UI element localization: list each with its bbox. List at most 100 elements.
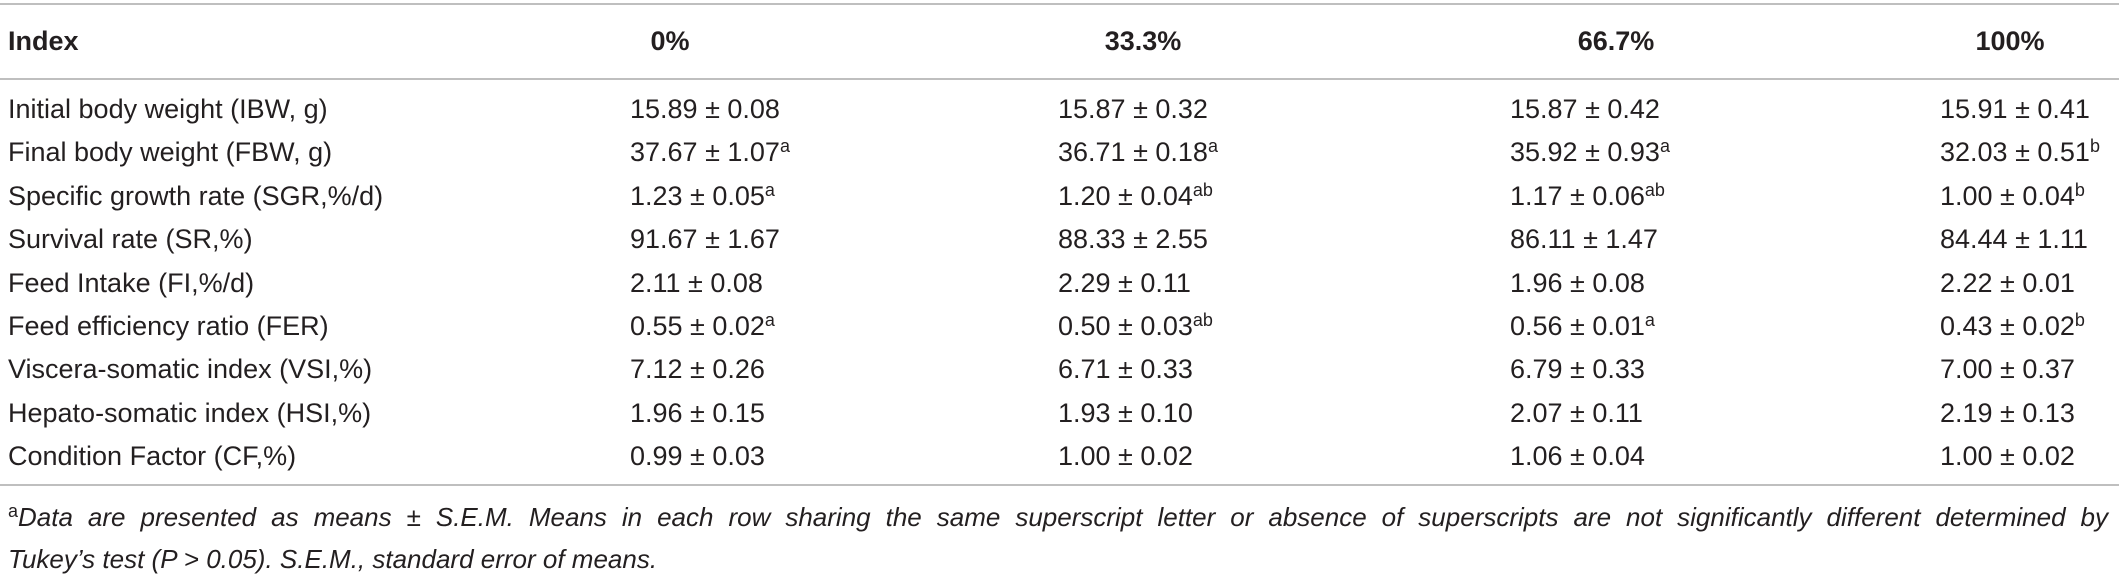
table-cell: 15.87 ± 0.32: [1058, 88, 1208, 131]
cell-value: 0.56 ± 0.01: [1510, 310, 1645, 341]
cell-value: 7.12 ± 0.26: [630, 354, 765, 385]
cell-value: 15.91 ± 0.41: [1940, 94, 2090, 124]
significance-superscript: b: [2074, 309, 2085, 330]
cell-value: 15.87 ± 0.32: [1058, 94, 1208, 124]
table-cell: 35.92 ± 0.93a: [1510, 131, 1670, 174]
row-label: Condition Factor (CF,%): [8, 441, 297, 472]
cell-value: 1.96 ± 0.08: [1510, 267, 1645, 298]
significance-superscript: a: [1659, 136, 1670, 157]
table-cell: 32.03 ± 0.51b: [1940, 131, 2100, 174]
table-cell: 1.17 ± 0.06ab: [1510, 175, 1665, 218]
significance-superscript: b: [2089, 136, 2100, 157]
significance-superscript: a: [1207, 136, 1218, 157]
cell-value: 1.93 ± 0.10: [1058, 397, 1193, 428]
row-label: Specific growth rate (SGR,%/d): [8, 180, 384, 211]
cell-value: 0.43 ± 0.02: [1940, 310, 2075, 341]
table-row: Feed efficiency ratio (FER) 0.55 ± 0.02a 0…: [0, 305, 2119, 348]
table-row: Initial body weight (IBW, g) 15.89 ± 0.08…: [0, 88, 2119, 131]
table-cell: 84.44 ± 1.11: [1940, 218, 2088, 261]
header-100-percent: 100%: [1975, 26, 2045, 56]
table-cell: 0.56 ± 0.01a: [1510, 305, 1655, 348]
table-cell: 2.29 ± 0.11: [1058, 262, 1191, 305]
table-cell: 36.71 ± 0.18a: [1058, 131, 1218, 174]
cell-value: 0.99 ± 0.03: [630, 441, 765, 472]
cell-value: 15.87 ± 0.42: [1510, 94, 1660, 124]
table-row: Feed Intake (FI,%/d) 2.11 ± 0.08 2.29 ± 0.…: [0, 262, 2119, 305]
cell-value: 1.20 ± 0.04: [1058, 180, 1193, 211]
table-cell: 37.67 ± 1.07a: [630, 131, 790, 174]
table-top-rule: [0, 3, 2119, 5]
row-label: Feed Intake (FI,%/d): [8, 267, 255, 298]
table-cell: 2.07 ± 0.11: [1510, 392, 1643, 435]
table-row: Viscera-somatic index (VSI,%) 7.12 ± 0.26…: [0, 348, 2119, 391]
cell-value: 37.67 ± 1.07: [630, 137, 780, 168]
table-cell: 1.93 ± 0.10: [1058, 392, 1193, 435]
table-cell: 1.00 ± 0.02: [1940, 435, 2075, 478]
table-cell: 1.00 ± 0.04b: [1940, 175, 2085, 218]
cell-value: 2.11 ± 0.08: [630, 267, 763, 298]
header-33-percent: 33.3%: [1104, 26, 1182, 56]
table-cell: 86.11 ± 1.47: [1510, 218, 1658, 261]
significance-superscript: a: [1644, 309, 1655, 330]
cell-value: 6.79 ± 0.33: [1510, 354, 1645, 385]
cell-value: 1.96 ± 0.15: [630, 397, 765, 428]
significance-superscript: ab: [1192, 179, 1213, 200]
table-cell: 0.50 ± 0.03ab: [1058, 305, 1213, 348]
cell-value: 2.07 ± 0.11: [1510, 397, 1643, 428]
table-cell: 1.00 ± 0.02: [1058, 435, 1193, 478]
cell-value: 0.50 ± 0.03: [1058, 310, 1193, 341]
row-label: Initial body weight (IBW, g): [8, 94, 328, 124]
table-footnote: aData are presented as means ± S.E.M. Me…: [8, 496, 2108, 580]
row-label: Survival rate (SR,%): [8, 224, 253, 255]
table-cell: 2.19 ± 0.13: [1940, 392, 2075, 435]
footnote-text-1: Data are presented as means ± S.E.M. Mea…: [18, 502, 2108, 532]
table-cell: 7.00 ± 0.37: [1940, 348, 2075, 391]
header-66-percent: 66.7%: [1577, 26, 1655, 56]
table-cell: 88.33 ± 2.55: [1058, 218, 1208, 261]
significance-superscript: a: [779, 136, 790, 157]
footnote-line-1: aData are presented as means ± S.E.M. Me…: [8, 496, 2108, 538]
table-cell: 1.96 ± 0.08: [1510, 262, 1645, 305]
cell-value: 6.71 ± 0.33: [1058, 354, 1193, 385]
table-row: Survival rate (SR,%) 91.67 ± 1.67 88.33 ± …: [0, 218, 2119, 261]
table-row: Hepato-somatic index (HSI,%) 1.96 ± 0.15 1…: [0, 392, 2119, 435]
cell-value: 7.00 ± 0.37: [1940, 354, 2075, 385]
table-header-row: Index 0% 33.3% 66.7% 100%: [0, 5, 2119, 78]
table-cell: 6.79 ± 0.33: [1510, 348, 1645, 391]
table-cell: 1.96 ± 0.15: [630, 392, 765, 435]
table-bottom-rule: [0, 484, 2119, 486]
table-header-rule: [0, 78, 2119, 80]
table-body: Initial body weight (IBW, g) 15.89 ± 0.08…: [0, 88, 2119, 479]
footnote-marker: a: [8, 501, 19, 521]
table-cell: 1.23 ± 0.05a: [630, 175, 775, 218]
table-cell: 7.12 ± 0.26: [630, 348, 765, 391]
cell-value: 2.22 ± 0.01: [1940, 267, 2075, 298]
cell-value: 2.29 ± 0.11: [1058, 267, 1191, 298]
table-cell: 2.11 ± 0.08: [630, 262, 763, 305]
cell-value: 0.55 ± 0.02: [630, 310, 765, 341]
cell-value: 1.17 ± 0.06: [1510, 180, 1645, 211]
cell-value: 32.03 ± 0.51: [1940, 137, 2090, 168]
cell-value: 88.33 ± 2.55: [1058, 224, 1208, 255]
table-cell: 6.71 ± 0.33: [1058, 348, 1193, 391]
table-cell: 91.67 ± 1.67: [630, 218, 780, 261]
table-cell: 15.87 ± 0.42: [1510, 88, 1660, 131]
cell-value: 1.06 ± 0.04: [1510, 441, 1645, 472]
cell-value: 2.19 ± 0.13: [1940, 397, 2075, 428]
table-row: Specific growth rate (SGR,%/d) 1.23 ± 0.0…: [0, 175, 2119, 218]
header-0-percent: 0%: [650, 26, 690, 56]
header-index: Index: [8, 26, 79, 56]
cell-value: 84.44 ± 1.11: [1940, 224, 2088, 255]
significance-superscript: ab: [1192, 309, 1213, 330]
cell-value: 36.71 ± 0.18: [1058, 137, 1208, 168]
significance-superscript: ab: [1644, 179, 1665, 200]
row-label: Viscera-somatic index (VSI,%): [8, 354, 373, 385]
cell-value: 1.00 ± 0.04: [1940, 180, 2075, 211]
table-cell: 1.20 ± 0.04ab: [1058, 175, 1213, 218]
row-label: Feed efficiency ratio (FER): [8, 310, 329, 341]
cell-value: 15.89 ± 0.08: [630, 94, 780, 124]
cell-value: 35.92 ± 0.93: [1510, 137, 1660, 168]
table-cell: 15.91 ± 0.41: [1940, 88, 2090, 131]
table-cell: 15.89 ± 0.08: [630, 88, 780, 131]
cell-value: 86.11 ± 1.47: [1510, 224, 1658, 255]
